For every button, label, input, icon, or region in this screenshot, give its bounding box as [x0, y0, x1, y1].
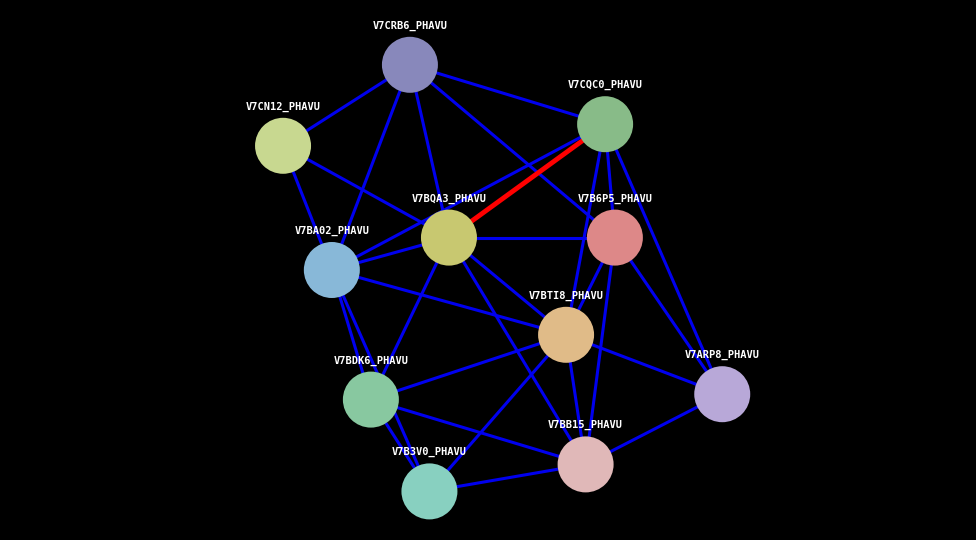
- Circle shape: [255, 118, 311, 174]
- Text: V7B3V0_PHAVU: V7B3V0_PHAVU: [392, 447, 467, 457]
- Circle shape: [304, 242, 360, 298]
- Circle shape: [694, 366, 751, 422]
- Circle shape: [382, 37, 438, 93]
- Text: V7CN12_PHAVU: V7CN12_PHAVU: [246, 102, 320, 112]
- Text: V7CRB6_PHAVU: V7CRB6_PHAVU: [373, 21, 447, 31]
- Circle shape: [421, 210, 477, 266]
- Text: V7BB15_PHAVU: V7BB15_PHAVU: [549, 420, 623, 430]
- Text: V7CQC0_PHAVU: V7CQC0_PHAVU: [568, 80, 642, 90]
- Circle shape: [587, 210, 643, 266]
- Circle shape: [557, 436, 614, 492]
- Text: V7B6P5_PHAVU: V7B6P5_PHAVU: [578, 193, 652, 204]
- Text: V7BDK6_PHAVU: V7BDK6_PHAVU: [334, 355, 408, 366]
- Text: V7ARP8_PHAVU: V7ARP8_PHAVU: [685, 350, 759, 360]
- Text: V7BTI8_PHAVU: V7BTI8_PHAVU: [529, 291, 603, 301]
- Circle shape: [343, 372, 399, 428]
- Circle shape: [577, 96, 633, 152]
- Circle shape: [538, 307, 594, 363]
- Circle shape: [401, 463, 458, 519]
- Text: V7BA02_PHAVU: V7BA02_PHAVU: [295, 226, 369, 236]
- Text: V7BQA3_PHAVU: V7BQA3_PHAVU: [412, 193, 486, 204]
